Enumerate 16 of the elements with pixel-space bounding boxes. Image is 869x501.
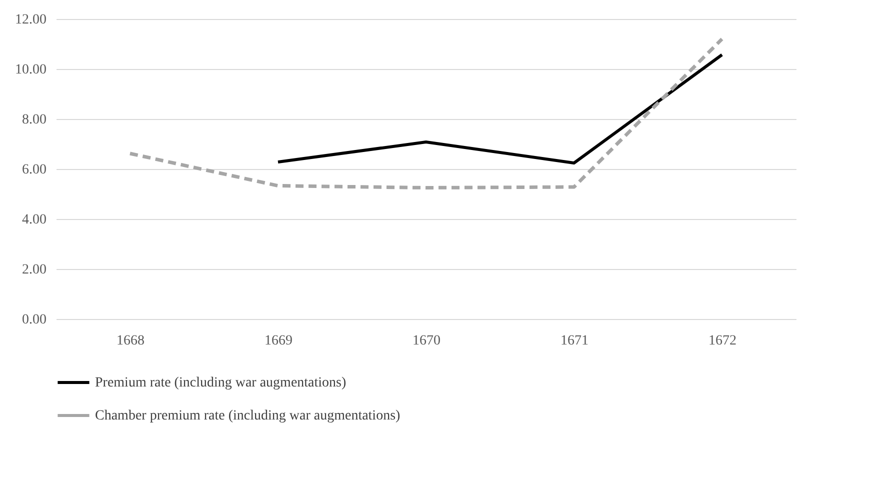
y-tick-label: 8.00 xyxy=(22,112,46,128)
y-tick-label: 6.00 xyxy=(22,162,46,178)
x-tick-label: 1669 xyxy=(264,334,292,348)
y-tick-label: 12.00 xyxy=(15,12,46,28)
line-series xyxy=(276,53,724,164)
y-tick-label: 4.00 xyxy=(22,212,46,228)
y-tick-label: 10.00 xyxy=(15,62,46,78)
y-tick-label: 2.00 xyxy=(22,262,46,278)
x-tick-label: 1672 xyxy=(708,334,736,348)
x-tick-label: 1671 xyxy=(560,334,588,348)
x-tick-label: 1668 xyxy=(116,334,144,348)
line-series xyxy=(128,37,724,190)
y-tick-label: 0.00 xyxy=(22,312,46,328)
x-tick-label: 1670 xyxy=(412,334,440,348)
legend-label: Premium rate (including war augmentations) xyxy=(95,376,346,390)
legend-label: Chamber premium rate (including war augmentations) xyxy=(95,408,401,424)
